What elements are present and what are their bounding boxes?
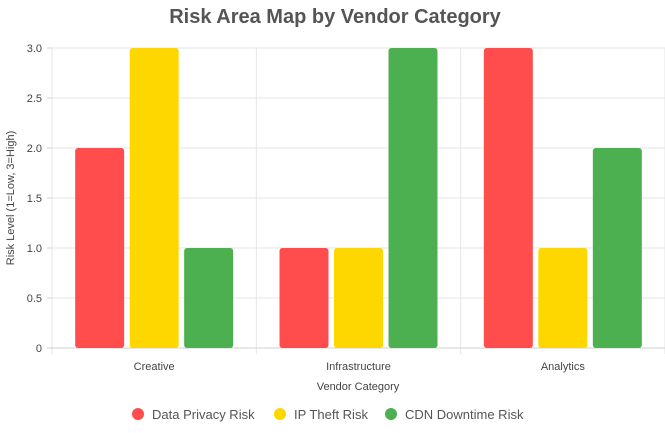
- x-axis-ticks: Creative Infrastructure Analytics: [134, 361, 586, 373]
- y-tick-label: 1.0: [27, 243, 42, 255]
- legend-label: CDN Downtime Risk: [405, 407, 524, 422]
- y-tick-label: 0.5: [27, 293, 42, 305]
- legend-label: IP Theft Risk: [294, 407, 368, 422]
- x-axis-label: Vendor Category: [317, 381, 400, 393]
- y-tick-label: 3.0: [27, 43, 42, 55]
- legend-marker: [274, 408, 286, 420]
- bar: [592, 148, 642, 348]
- legend-label: Data Privacy Risk: [152, 407, 255, 422]
- y-tick-label: 2.0: [27, 143, 42, 155]
- legend: Data Privacy Risk IP Theft Risk CDN Downti…: [132, 407, 524, 422]
- bar: [483, 48, 533, 348]
- y-axis-label: Risk Level (1=Low, 3=High): [5, 131, 17, 266]
- x-tick-label: Infrastructure: [326, 361, 391, 373]
- chart-title: Risk Area Map by Vendor Category: [169, 6, 501, 28]
- x-tick-label: Creative: [134, 361, 175, 373]
- bars: [75, 48, 642, 348]
- y-tick-label: 2.5: [27, 93, 42, 105]
- legend-marker: [132, 408, 144, 420]
- bar: [129, 48, 179, 348]
- bar: [184, 248, 234, 348]
- y-axis-ticks: 0 0.5 1.0 1.5 2.0 2.5 3.0: [27, 43, 52, 355]
- bar: [279, 248, 329, 348]
- bar: [334, 248, 383, 348]
- y-tick-label: 1.5: [27, 193, 42, 205]
- x-tick-label: Analytics: [541, 361, 586, 373]
- y-tick-label: 0: [36, 343, 42, 355]
- bar: [538, 248, 588, 348]
- bar: [75, 148, 125, 348]
- bar: [388, 48, 438, 348]
- legend-marker: [385, 408, 397, 420]
